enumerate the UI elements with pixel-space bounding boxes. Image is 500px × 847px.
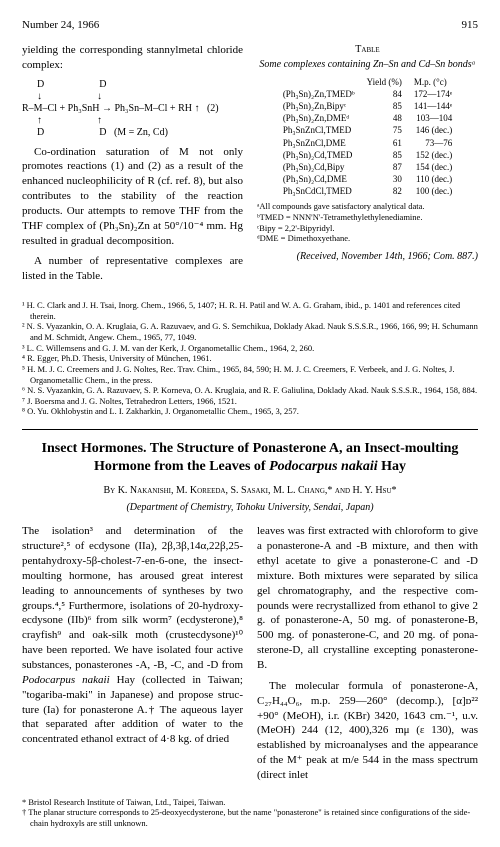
ref-7: ⁷ J. Boersma and J. G. Noltes, Tetrahedr… [22,396,478,407]
table-row: Ph₃SnCdCl,TMED82100 (dec.) [277,185,458,197]
references-block: ¹ H. C. Clark and J. H. Tsai, Inorg. Che… [22,300,478,417]
main-para-right-2: The molecular formula of ponasterone-A, … [257,679,478,783]
para-complexes-listed: A number of representative complexes are… [22,254,243,284]
table-col-compound [277,76,361,88]
footnote-dagger: † The planar structure corresponds to 25… [22,807,478,828]
table-header-row: Yield (%) M.p. (°c) [277,76,458,88]
top-article-columns: yielding the corresponding stannylmetal … [22,43,478,290]
main-para-right-1: leaves was first extracted with chlorofo… [257,524,478,672]
received-line: (Received, November 14th, 1966; Com. 887… [257,250,478,264]
ref-5: ⁵ H. M. J. C. Creemers and J. G. Noltes,… [22,364,478,385]
table-row: (Ph₃Sn)₂Zn,TMEDᵇ84172—174ᵉ [277,88,458,100]
reaction-scheme: D D ↓ ↓ R–M–Cl + Ph₃SnH → Ph₃Sn–M–Cl + R… [22,79,243,139]
article-separator [22,429,478,430]
table-row: (Ph₃Sn)₂Zn,Bipyᶜ85141—144ᵉ [277,100,458,112]
table-note-a: ᵃAll compounds gave satisfactory analyti… [257,201,478,212]
table-subtitle: Some complexes containing Zn–Sn and Cd–S… [257,58,478,72]
main-article-columns: The isolation³ and determination of the … [22,524,478,788]
ref-2: ² N. S. Vyazankin, O. A. Kruglaia, G. A.… [22,321,478,342]
table-row: Ph₃SnZnCl,TMED75146 (dec.) [277,124,458,136]
table-col-mp: M.p. (°c) [408,76,458,88]
table-note-b: ᵇTMED = NNN'N'-Tetramethylethylenediamin… [257,212,478,223]
top-right-column: Table Some complexes containing Zn–Sn an… [257,43,478,290]
complexes-table: Yield (%) M.p. (°c) (Ph₃Sn)₂Zn,TMEDᵇ8417… [277,76,458,197]
header-page-number: 915 [462,18,479,33]
table-row: (Ph₃Sn)₂Cd,Bipy87154 (dec.) [277,161,458,173]
table-note-d: ᵈDME = Dimethoxyethane. [257,233,478,244]
top-left-column: yielding the corresponding stannylmetal … [22,43,243,290]
ref-1: ¹ H. C. Clark and J. H. Tsai, Inorg. Che… [22,300,478,321]
ref-6: ⁶ N. S. Vyazankin, G. A. Razuvaev, S. P.… [22,385,478,396]
ref-8: ⁸ O. Yu. Okhlobystin and L. I. Zakharkin… [22,406,478,417]
table-footnotes: ᵃAll compounds gave satisfactory analyti… [257,201,478,244]
main-para-left: The isolation³ and determination of the … [22,524,243,747]
article-title: Insect Hormones. The Structure of Ponast… [22,440,478,476]
table-row: Ph₃SnZnCl,DME6173—76 [277,137,458,149]
para-coordination: Co-ordination saturation of M not only p… [22,145,243,249]
table-row: (Ph₃Sn)₂Zn,DMEᵈ48103—104 [277,112,458,124]
table-row: (Ph₃Sn)₂Cd,DME30110 (dec.) [277,173,458,185]
table-row: (Ph₃Sn)₂Cd,TMED85152 (dec.) [277,149,458,161]
main-right-column: leaves was first extracted with chlorofo… [257,524,478,788]
page-header: Number 24, 1966 915 [22,18,478,33]
footnote-star: * Bristol Research Institute of Taiwan, … [22,797,478,808]
para-yielding: yielding the corresponding stannylmetal … [22,43,243,73]
article-footnotes: * Bristol Research Institute of Taiwan, … [22,797,478,829]
table-note-c: ᶜBipy = 2,2'-Bipyridyl. [257,223,478,234]
header-issue: Number 24, 1966 [22,18,99,33]
ref-4: ⁴ R. Egger, Ph.D. Thesis, University of … [22,353,478,364]
affiliation-line: (Department of Chemistry, Tohoku Univers… [22,501,478,515]
table-title: Table [257,43,478,57]
authors-line: By K. Nakanishi, M. Koreeda, S. Sasaki, … [22,484,478,498]
main-left-column: The isolation³ and determination of the … [22,524,243,788]
table-col-yield: Yield (%) [361,76,408,88]
ref-3: ³ L. C. Willemsens and G. J. M. van der … [22,343,478,354]
